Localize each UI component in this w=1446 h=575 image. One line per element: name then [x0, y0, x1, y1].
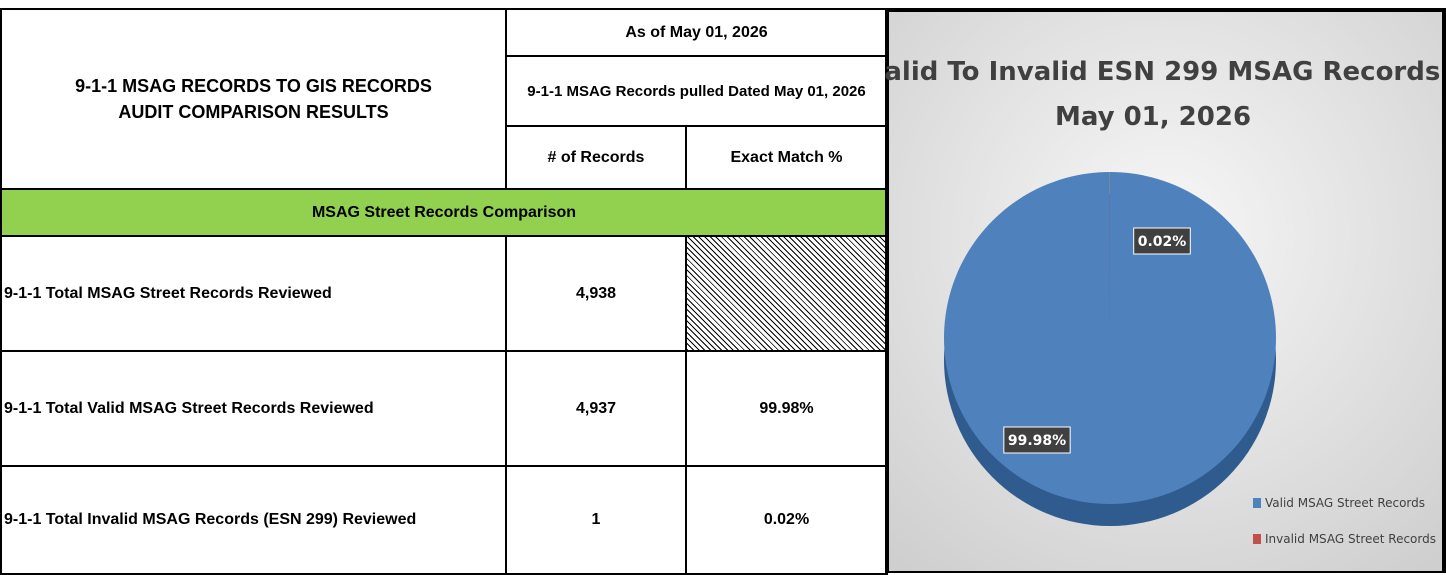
row-match: 99.98% [685, 350, 888, 467]
row-match: 0.02% [685, 465, 888, 575]
pulled: 9-1-1 MSAG Records pulled Dated May 01, … [505, 55, 888, 127]
row-count: 1 [505, 465, 687, 575]
row-label: 9-1-1 Total Invalid MSAG Records (ESN 29… [0, 465, 507, 575]
legend-label: Valid MSAG Street Records [1265, 496, 1425, 510]
row-label: 9-1-1 Total Valid MSAG Street Records Re… [0, 350, 507, 467]
chart-title: Valid To Invalid ESN 299 MSAG Records [885, 57, 1440, 87]
header: # of Records [505, 125, 687, 190]
legend-swatch [1253, 498, 1261, 508]
pie-slice [944, 172, 1276, 504]
legend-label: Invalid MSAG Street Records [1265, 532, 1436, 546]
legend-swatch [1253, 534, 1261, 544]
title-line: AUDIT COMPARISON RESULTS [118, 99, 388, 125]
title-cell: 9-1-1 MSAG RECORDS TO GIS RECORDS AUDIT … [0, 8, 507, 190]
data-label: 0.02% [1138, 234, 1187, 250]
header: Exact Match % [685, 125, 888, 190]
as-of: As of May 01, 2026 [505, 8, 888, 57]
row-count: 4,938 [505, 235, 687, 352]
chart: Valid To Invalid ESN 299 MSAG Records Ma… [885, 8, 1446, 573]
section-row: MSAG Street Records Comparison [0, 188, 888, 237]
chart-subtitle: May 01, 2026 [1055, 102, 1251, 132]
hatched-cell [685, 235, 888, 352]
row-label: 9-1-1 Total MSAG Street Records Reviewed [0, 235, 507, 352]
title-line: 9-1-1 MSAG RECORDS TO GIS RECORDS [75, 73, 432, 99]
row-count: 4,937 [505, 350, 687, 467]
data-label: 99.98% [1008, 433, 1066, 449]
